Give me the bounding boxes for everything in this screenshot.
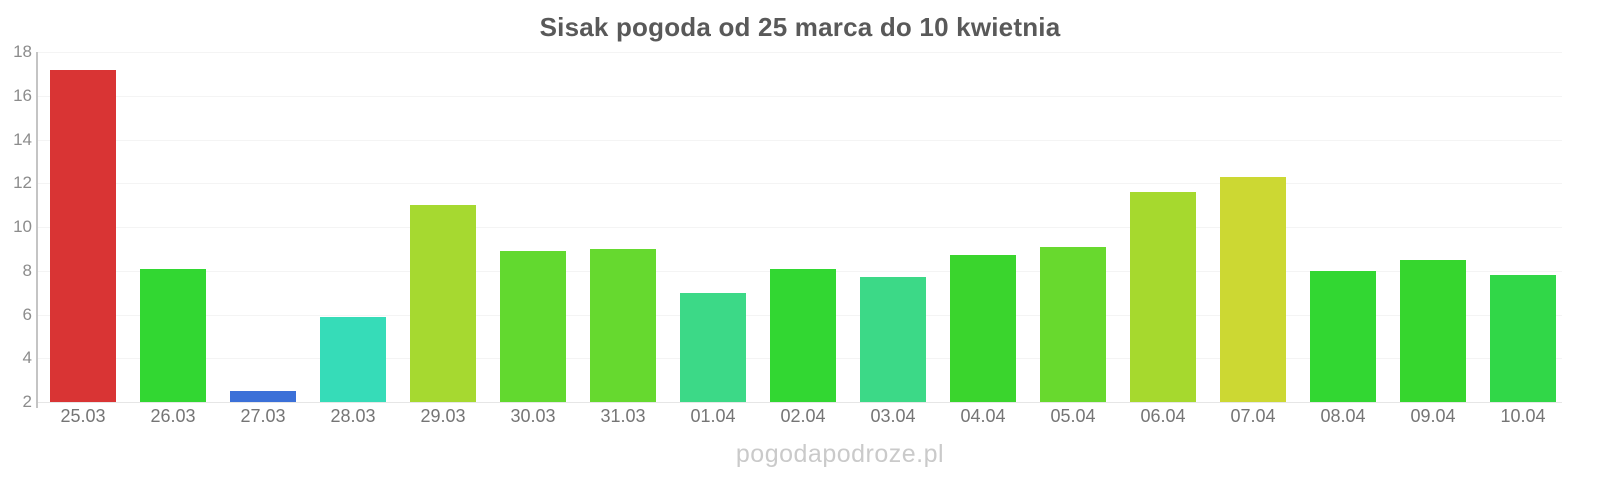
gridline-2 (38, 402, 1562, 403)
chart-title: Sisak pogoda od 25 marca do 10 kwietnia (539, 12, 1061, 42)
y-tick-label-2: 2 (22, 392, 32, 411)
y-tick-label-10: 10 (13, 217, 32, 236)
x-tick-label-05.04: 05.04 (1050, 406, 1096, 426)
bar-10.04 (1490, 275, 1556, 402)
x-tick-label-04.04: 04.04 (960, 406, 1006, 426)
y-tick-label-8: 8 (22, 260, 32, 280)
bar-06.04 (1130, 192, 1196, 402)
x-tick-label-09.04: 09.04 (1410, 406, 1456, 426)
y-tick-label-16: 16 (13, 85, 32, 105)
x-tick-label-27.03: 27.03 (240, 406, 286, 426)
y-tick-label-12: 12 (13, 173, 32, 193)
x-tick-label-02.04: 02.04 (780, 406, 826, 426)
x-tick-label-25.03: 25.03 (60, 406, 106, 426)
bar-08.04 (1310, 270, 1376, 402)
watermark: pogodapodroze.pl (735, 440, 945, 468)
bar-02.04 (770, 268, 836, 402)
y-tick-label-14: 14 (13, 129, 32, 149)
bar-30.03 (500, 251, 566, 402)
gridline-16 (38, 95, 1562, 97)
x-tick-label-08.04: 08.04 (1320, 406, 1366, 426)
x-tick-label-28.03: 28.03 (330, 406, 376, 426)
x-tick-label-01.04: 01.04 (690, 406, 736, 426)
y-tick-label-18: 18 (13, 42, 32, 61)
gridline-18 (38, 52, 1562, 53)
x-tick-label-10.04: 10.04 (1500, 406, 1546, 426)
y-tick-label-6: 6 (22, 304, 32, 324)
bar-01.04 (680, 292, 746, 402)
bar-28.03 (320, 316, 386, 402)
gridline-10 (38, 227, 1562, 228)
bar-04.04 (950, 255, 1016, 402)
bar-03.04 (860, 277, 926, 402)
x-tick-label-30.03: 30.03 (510, 406, 556, 426)
bar-25.03 (50, 69, 116, 402)
bar-29.03 (410, 205, 476, 402)
bar-27.03 (230, 391, 296, 402)
gridline-12 (38, 183, 1562, 185)
x-tick-label-06.04: 06.04 (1140, 406, 1186, 426)
x-tick-label-29.03: 29.03 (420, 406, 466, 426)
x-tick-label-03.04: 03.04 (870, 406, 916, 426)
bar-26.03 (140, 268, 206, 402)
gridline-14 (38, 139, 1562, 141)
bar-05.04 (1040, 246, 1106, 402)
x-tick-label-31.03: 31.03 (600, 406, 646, 426)
bar-07.04 (1220, 176, 1286, 402)
y-axis-line (36, 52, 38, 408)
x-tick-label-26.03: 26.03 (150, 406, 196, 426)
x-tick-label-07.04: 07.04 (1230, 406, 1276, 426)
bar-09.04 (1400, 259, 1466, 402)
y-tick-label-4: 4 (22, 348, 32, 368)
bar-31.03 (590, 248, 656, 402)
